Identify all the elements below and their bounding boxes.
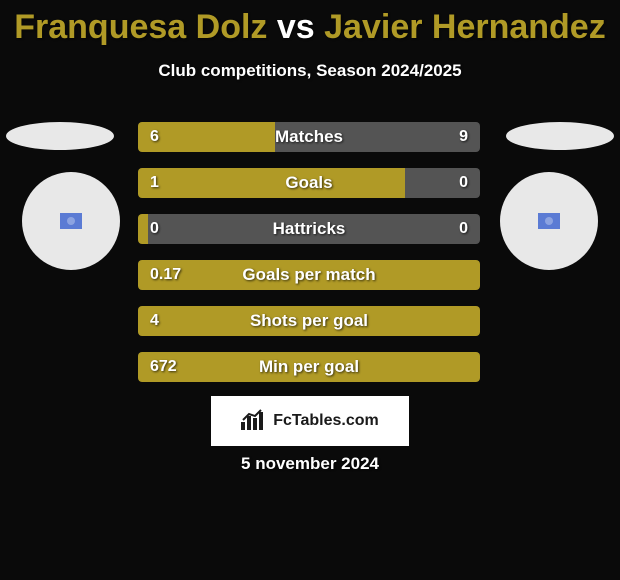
player2-name: Javier Hernandez xyxy=(324,8,606,46)
bar-min-per-goal: 672 Min per goal xyxy=(138,352,480,382)
player2-ellipse xyxy=(506,122,614,150)
player1-name: Franquesa Dolz xyxy=(14,8,267,46)
player1-avatar xyxy=(22,172,120,270)
flag-icon xyxy=(538,213,560,229)
bar-right-seg xyxy=(405,168,480,198)
bar-left-seg xyxy=(138,306,480,336)
flag-icon xyxy=(60,213,82,229)
bar-left-seg xyxy=(138,122,275,152)
bar-shots-per-goal: 4 Shots per goal xyxy=(138,306,480,336)
date-text: 5 november 2024 xyxy=(0,454,620,474)
player2-avatar xyxy=(500,172,598,270)
bar-left-seg xyxy=(138,214,148,244)
bar-left-seg xyxy=(138,352,480,382)
bar-hattricks: 0 0 Hattricks xyxy=(138,214,480,244)
bar-matches: 6 9 Matches xyxy=(138,122,480,152)
subtitle: Club competitions, Season 2024/2025 xyxy=(0,61,620,81)
bar-left-seg xyxy=(138,260,480,290)
vs-text: vs xyxy=(267,8,324,46)
bar-left-seg xyxy=(138,168,405,198)
bar-goals: 1 0 Goals xyxy=(138,168,480,198)
player1-ellipse xyxy=(6,122,114,150)
bar-goals-per-match: 0.17 Goals per match xyxy=(138,260,480,290)
bars-icon xyxy=(241,408,267,435)
bar-right-seg xyxy=(148,214,480,244)
brand-badge: FcTables.com xyxy=(211,396,409,446)
brand-text: FcTables.com xyxy=(273,412,379,430)
page-title: Franquesa Dolz vs Javier Hernandez xyxy=(0,0,620,47)
bar-right-seg xyxy=(275,122,480,152)
stat-bars: 6 9 Matches 1 0 Goals 0 0 Hattricks 0.17… xyxy=(138,122,480,398)
